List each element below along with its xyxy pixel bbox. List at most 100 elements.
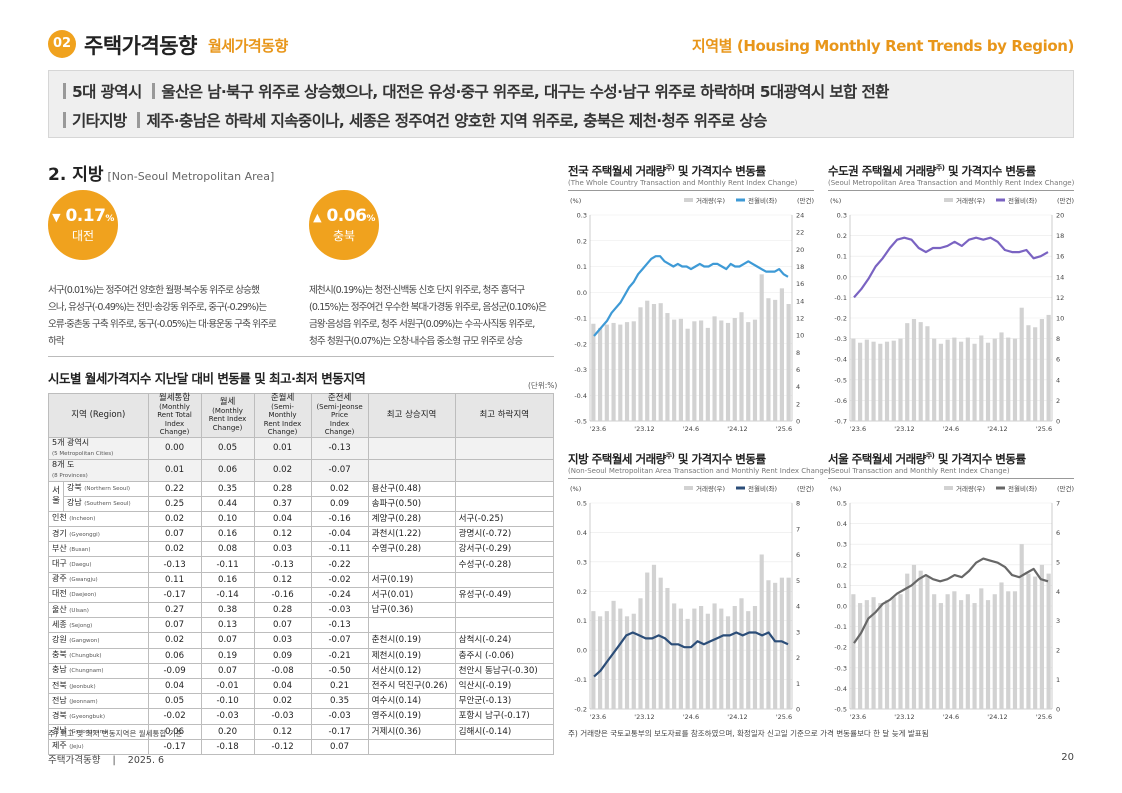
y-right-tick-label: 5 <box>796 577 800 585</box>
chart-title-rule <box>828 190 1074 191</box>
value-cell: 0.07 <box>200 662 255 679</box>
volume-bar <box>918 322 923 421</box>
volume-bar <box>705 327 710 421</box>
volume-bar <box>1019 307 1024 421</box>
value-cell: -0.21 <box>310 647 369 664</box>
max-rise-cell: 거제시(0.36) <box>367 723 456 740</box>
volume-bar <box>773 299 778 421</box>
value-cell: 0.38 <box>200 601 255 619</box>
volume-bar <box>1046 573 1051 709</box>
value-cell: -0.07 <box>310 632 369 649</box>
region-cell: 충북 (Chungbuk) <box>48 647 149 664</box>
volume-bar <box>631 613 636 709</box>
y-left-tick-label: -0.4 <box>834 685 847 693</box>
value-cell: 0.04 <box>253 677 312 695</box>
volume-bar <box>992 338 997 421</box>
volume-bar <box>878 603 883 709</box>
y-right-tick-label: 2 <box>796 400 800 408</box>
region-cell: 강북 (Northern Seoul) <box>63 480 149 497</box>
change-rate-line <box>593 631 789 678</box>
max-decline-cell: 김해시(-0.14) <box>454 723 555 740</box>
volume-bar <box>1046 314 1051 421</box>
max-decline-cell <box>454 495 555 512</box>
region-heading-text: 2. 지방 <box>48 165 104 185</box>
volume-bar <box>965 337 970 421</box>
y-left-tick-label: -0.1 <box>574 315 587 323</box>
value-cell: -0.17 <box>310 723 369 740</box>
volume-bar <box>725 616 731 709</box>
volume-bar <box>911 319 917 421</box>
max-rise-cell <box>367 458 456 482</box>
value-cell: -0.03 <box>310 601 369 619</box>
x-tick-label: '25.6 <box>776 713 792 721</box>
x-tick-label: '23.6 <box>850 713 866 721</box>
legend-bar-swatch <box>684 198 693 202</box>
max-decline-cell <box>454 738 555 755</box>
y-left-tick-label: 0.0 <box>577 289 587 297</box>
table-row: 제주 (Jeju) -0.17 -0.18 -0.12 0.07 <box>48 738 555 755</box>
y-right-tick-label: 4 <box>796 383 800 391</box>
col-header-region: 지역 (Region) <box>48 393 149 438</box>
volume-bar <box>779 288 784 421</box>
max-decline-cell <box>454 601 555 619</box>
max-decline-cell <box>454 436 555 460</box>
legend-change: 전월비(좌) <box>748 196 777 205</box>
y-right-tick-label: 12 <box>1056 294 1064 302</box>
max-rise-cell: 제천시(0.19) <box>367 647 456 664</box>
y-right-tick-label: 2 <box>796 654 800 662</box>
region-cell: 경기 (Gyeonggi) <box>48 526 149 543</box>
y-right-tick-label: 18 <box>1056 232 1064 240</box>
volume-bar <box>685 328 690 421</box>
region-cell: 강원 (Gangwon) <box>48 632 149 649</box>
value-cell: -0.01 <box>200 677 255 695</box>
value-cell: 0.09 <box>253 647 312 664</box>
table-title: 시도별 월세가격지수 지난달 대비 변동률 및 최고·최저 변동지역 <box>48 371 366 386</box>
value-cell: 0.01 <box>253 436 312 460</box>
summary-tag: 기타지방 <box>72 112 127 130</box>
footer-publication: 주택가격동향 | 2025. 6 <box>48 755 165 766</box>
volume-bar <box>932 594 937 709</box>
value-cell: -0.13 <box>310 617 369 634</box>
max-rise-cell: 계양구(0.28) <box>367 510 456 528</box>
value-cell: 0.11 <box>147 571 202 588</box>
desc-line: 오류·중촌동 구축 위주로, 동구(-0.05%)는 대·용운동 구축 위주로 <box>48 319 277 330</box>
volume-bar <box>938 343 943 421</box>
chart-title-rule <box>828 478 1074 479</box>
value-cell: 0.02 <box>310 480 369 497</box>
value-cell: -0.17 <box>147 586 202 604</box>
value-cell: 0.10 <box>200 510 255 528</box>
x-tick-label: '24.12 <box>987 713 1007 721</box>
volume-bar <box>611 322 616 421</box>
y-left-tick-label: 0.4 <box>837 520 847 528</box>
max-rise-cell <box>367 556 456 573</box>
region-heading: 2. 지방 [Non-Seoul Metropolitan Area] <box>48 160 274 185</box>
y-left-tick-label: 0.3 <box>837 212 847 220</box>
value-cell: -0.11 <box>310 541 369 558</box>
region-cell: 강남 (Southern Seoul) <box>63 495 149 512</box>
max-decline-cell: 강서구(-0.29) <box>454 541 555 558</box>
volume-bar <box>624 616 630 709</box>
table-row: 광주 (Gwangju) 0.11 0.16 0.12 -0.02 서구(0.19) <box>48 571 555 588</box>
max-decline-cell: 포항시 남구(-0.17) <box>454 708 555 725</box>
volume-bar <box>752 606 758 709</box>
value-cell: -0.14 <box>200 586 255 604</box>
volume-bar <box>598 616 603 709</box>
volume-bar <box>773 582 778 709</box>
volume-bar <box>884 341 890 421</box>
volume-bar <box>746 611 751 709</box>
volume-bar <box>604 611 609 709</box>
x-tick-label: '23.6 <box>850 425 866 433</box>
volume-bar <box>985 600 991 709</box>
max-decline-cell: 유성구(-0.49) <box>454 586 555 604</box>
value-cell: 0.01 <box>147 458 202 482</box>
volume-bar <box>618 324 623 421</box>
volume-bar <box>739 598 744 709</box>
value-cell: 0.13 <box>200 617 255 634</box>
section-number-badge: 02 <box>48 30 76 58</box>
max-decline-cell: 광명시(-0.72) <box>454 526 555 543</box>
max-rise-cell: 송파구(0.50) <box>367 495 456 512</box>
volume-bar <box>965 594 970 709</box>
max-rise-cell: 전주시 덕진구(0.26) <box>367 677 456 695</box>
volume-bar <box>871 341 876 421</box>
section-divider <box>48 356 554 357</box>
